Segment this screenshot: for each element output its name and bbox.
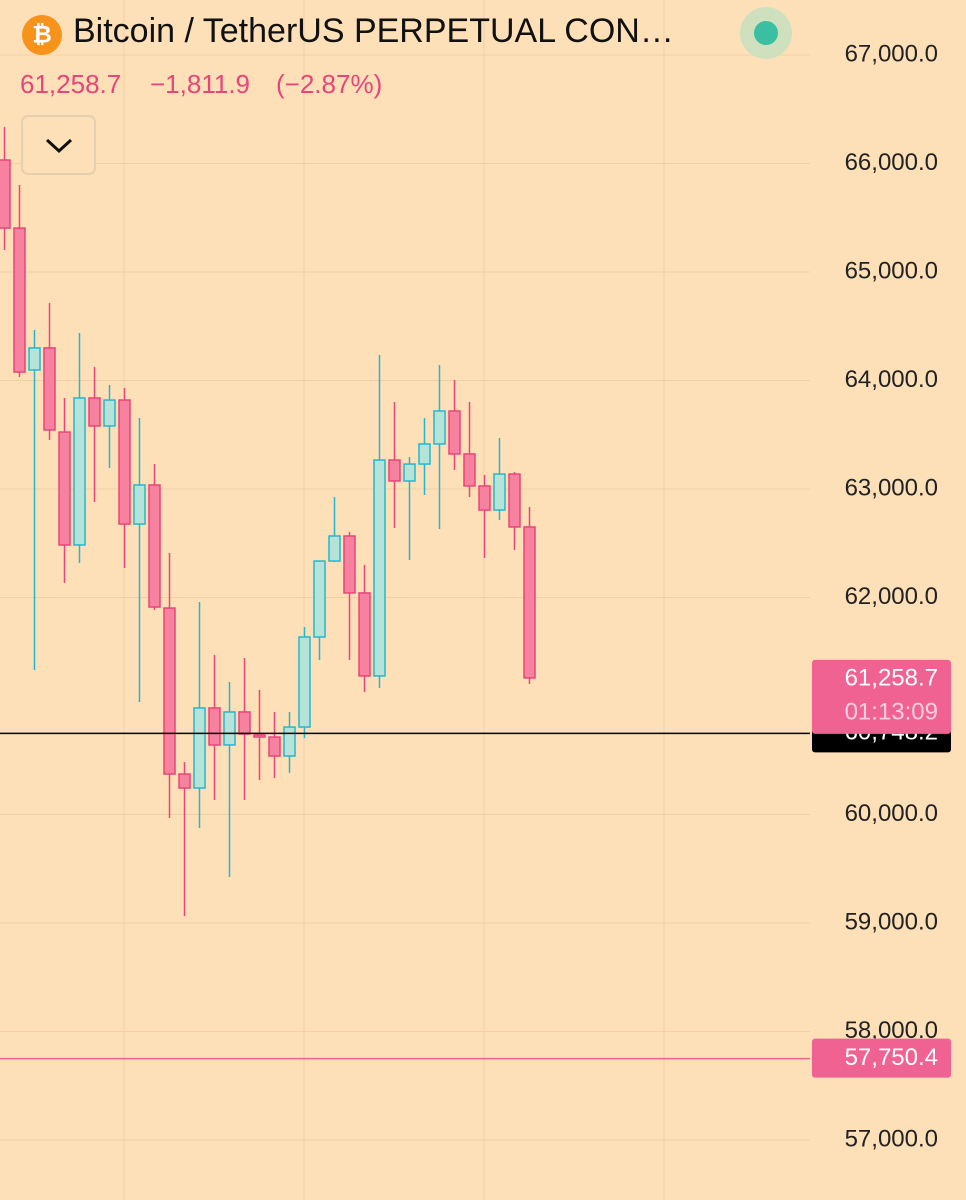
candle-body [463,453,476,487]
candle-body [0,159,11,229]
candle-body [433,410,446,445]
last-price-label: 61,258.7 [845,664,938,691]
candle-body [43,347,56,431]
price-line-box [812,1038,951,1078]
y-tick-label: 67,000.0 [845,40,938,67]
candle-body [478,485,491,511]
symbol-title: Bitcoin / TetherUS PERPETUAL CON… [73,12,674,50]
candle-body [208,707,221,746]
coin-symbol: ₿ [32,21,52,48]
candle-body [418,443,431,465]
candle-body [328,535,341,562]
candle-body [163,607,176,775]
y-tick-label: 60,000.0 [845,800,938,827]
price-line-label: 57,750.4 [845,1044,938,1071]
last-price-box [812,659,951,734]
candle-body [313,560,326,638]
candle-body [88,397,101,427]
vertical-grid [123,0,665,1200]
candle-body [508,473,521,528]
candle-body [268,736,281,757]
candle-body [193,707,206,789]
chevron-icon [45,138,73,154]
candle-body [523,526,536,679]
candle-body [238,711,251,735]
price-change: −1,811.9 [150,69,250,99]
candle-body [493,473,506,511]
candle-body [358,592,371,677]
y-tick-label: 65,000.0 [845,257,938,284]
dropdown-button[interactable] [21,115,96,175]
candle-body [103,399,116,427]
status-dot [754,21,778,45]
y-tick-label: 64,000.0 [845,366,938,393]
candle-body [448,410,461,455]
candle-body [283,726,296,757]
candle-body [178,773,191,789]
y-tick-label: 62,000.0 [845,583,938,610]
candle-body [373,459,386,677]
last-price: 61,258.7 [20,69,121,99]
y-tick-label: 63,000.0 [845,474,938,501]
candle-body [133,484,146,525]
candle-body [73,397,86,546]
countdown-label: 01:13:09 [845,698,938,725]
overlay: ₿ Bitcoin / TetherUS PERPETUAL CON… 61,2… [20,7,792,175]
candle-body [118,399,131,525]
candle-body [58,431,71,546]
candle-body [343,535,356,594]
candle-body [298,636,311,728]
candle-body [28,347,41,371]
y-tick-label: 59,000.0 [845,908,938,935]
candle-body [388,459,401,482]
candle-body [403,463,416,482]
candle-body [13,227,26,373]
y-tick-label: 66,000.0 [845,149,938,176]
candle-body [253,734,266,738]
candle-body [223,711,236,746]
price-change-pct: (−2.87%) [276,69,382,99]
candle-body [148,484,161,608]
y-tick-label: 57,000.0 [845,1125,938,1152]
coin-icon [22,15,62,55]
